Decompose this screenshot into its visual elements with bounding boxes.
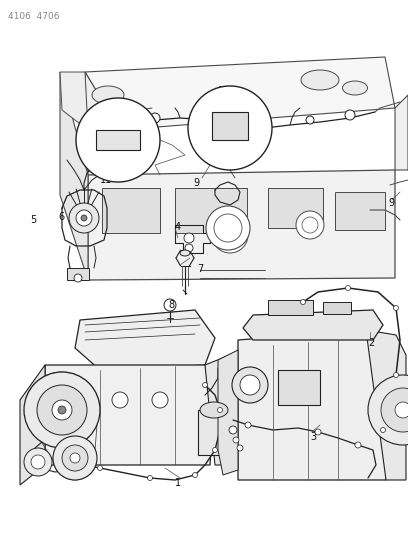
Circle shape [301, 300, 306, 304]
Text: 5: 5 [30, 215, 36, 225]
Ellipse shape [92, 86, 124, 104]
Bar [102, 188, 160, 233]
Bar [323, 302, 351, 314]
Circle shape [393, 373, 399, 377]
Polygon shape [366, 330, 406, 480]
Polygon shape [85, 72, 120, 185]
Text: 9: 9 [388, 198, 394, 208]
Circle shape [393, 305, 399, 311]
Circle shape [148, 475, 153, 481]
Polygon shape [218, 350, 238, 475]
Polygon shape [75, 310, 215, 370]
Circle shape [76, 98, 160, 182]
Polygon shape [395, 95, 408, 170]
Text: 4: 4 [175, 222, 181, 232]
Circle shape [214, 214, 242, 242]
Ellipse shape [342, 81, 368, 95]
Bar [268, 188, 323, 228]
Circle shape [213, 448, 217, 453]
Bar [212, 112, 248, 140]
Bar [67, 268, 89, 280]
Ellipse shape [200, 402, 228, 418]
Polygon shape [243, 310, 383, 340]
Circle shape [206, 206, 250, 250]
Circle shape [220, 225, 240, 245]
Circle shape [62, 445, 88, 471]
Text: 1: 1 [175, 478, 181, 488]
Text: 3: 3 [310, 432, 316, 442]
Text: 10: 10 [218, 86, 230, 96]
Circle shape [245, 422, 251, 428]
Circle shape [395, 402, 408, 418]
Circle shape [240, 375, 260, 395]
Circle shape [296, 211, 324, 239]
Text: 4106  4706: 4106 4706 [8, 12, 60, 21]
Circle shape [98, 465, 102, 471]
Circle shape [212, 217, 248, 253]
Circle shape [152, 392, 168, 408]
Text: 10: 10 [222, 88, 235, 98]
Circle shape [193, 472, 197, 478]
Polygon shape [45, 365, 215, 465]
Text: 8: 8 [168, 300, 174, 310]
Polygon shape [20, 365, 45, 485]
Circle shape [31, 455, 45, 469]
Circle shape [302, 217, 318, 233]
Circle shape [355, 442, 361, 448]
Polygon shape [88, 170, 395, 280]
Circle shape [184, 233, 194, 243]
Ellipse shape [180, 250, 190, 256]
Circle shape [150, 113, 160, 123]
Circle shape [346, 286, 350, 290]
Polygon shape [85, 57, 395, 130]
Circle shape [112, 392, 128, 408]
Circle shape [237, 445, 243, 451]
Polygon shape [60, 72, 88, 130]
Text: 11: 11 [110, 158, 124, 168]
Circle shape [188, 86, 272, 170]
Text: 2: 2 [368, 338, 374, 348]
Circle shape [58, 406, 66, 414]
Circle shape [69, 203, 99, 233]
Circle shape [53, 436, 97, 480]
Circle shape [315, 429, 321, 435]
Circle shape [368, 375, 408, 445]
Polygon shape [238, 330, 386, 480]
Circle shape [74, 274, 82, 282]
Ellipse shape [301, 70, 339, 90]
Circle shape [164, 299, 176, 311]
Circle shape [37, 385, 87, 435]
Bar [335, 192, 385, 230]
Circle shape [24, 448, 52, 476]
Circle shape [381, 427, 386, 432]
Circle shape [217, 408, 222, 413]
Circle shape [233, 437, 239, 443]
Bar [198, 410, 230, 455]
Circle shape [202, 383, 208, 387]
Circle shape [81, 215, 87, 221]
Polygon shape [60, 72, 88, 280]
Circle shape [232, 367, 268, 403]
Text: 9: 9 [193, 178, 199, 188]
Circle shape [345, 110, 355, 120]
Bar [278, 370, 320, 405]
Circle shape [229, 426, 237, 434]
Bar [175, 188, 247, 233]
Circle shape [24, 372, 100, 448]
Polygon shape [205, 355, 238, 465]
Circle shape [185, 244, 193, 252]
Circle shape [70, 453, 80, 463]
Circle shape [381, 388, 408, 432]
Bar [268, 300, 313, 315]
Circle shape [260, 122, 270, 132]
Text: 11: 11 [100, 175, 112, 185]
Circle shape [76, 210, 92, 226]
Bar [96, 130, 140, 150]
Text: 6: 6 [58, 212, 64, 222]
Circle shape [306, 116, 314, 124]
Text: 7: 7 [197, 264, 203, 274]
Circle shape [52, 400, 72, 420]
